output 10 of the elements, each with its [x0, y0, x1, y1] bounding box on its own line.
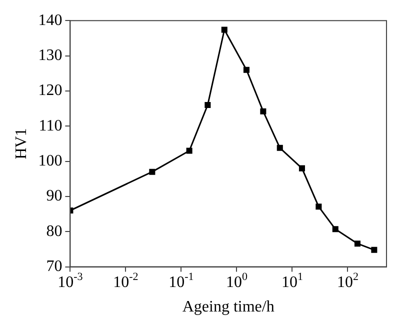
y-tick-label: 70 — [46, 258, 62, 276]
y-tick-label: 80 — [46, 222, 62, 240]
y-tick-label: 130 — [38, 46, 62, 64]
y-tick-label: 140 — [38, 12, 62, 29]
y-tick-label: 90 — [46, 188, 62, 205]
x-axis-title: Ageing time/h — [182, 298, 274, 316]
y-axis-title: HV1 — [12, 128, 30, 160]
y-tick-label: 110 — [38, 117, 62, 134]
y-tick-label: 120 — [38, 82, 62, 100]
y-tick-label: 100 — [38, 152, 62, 170]
